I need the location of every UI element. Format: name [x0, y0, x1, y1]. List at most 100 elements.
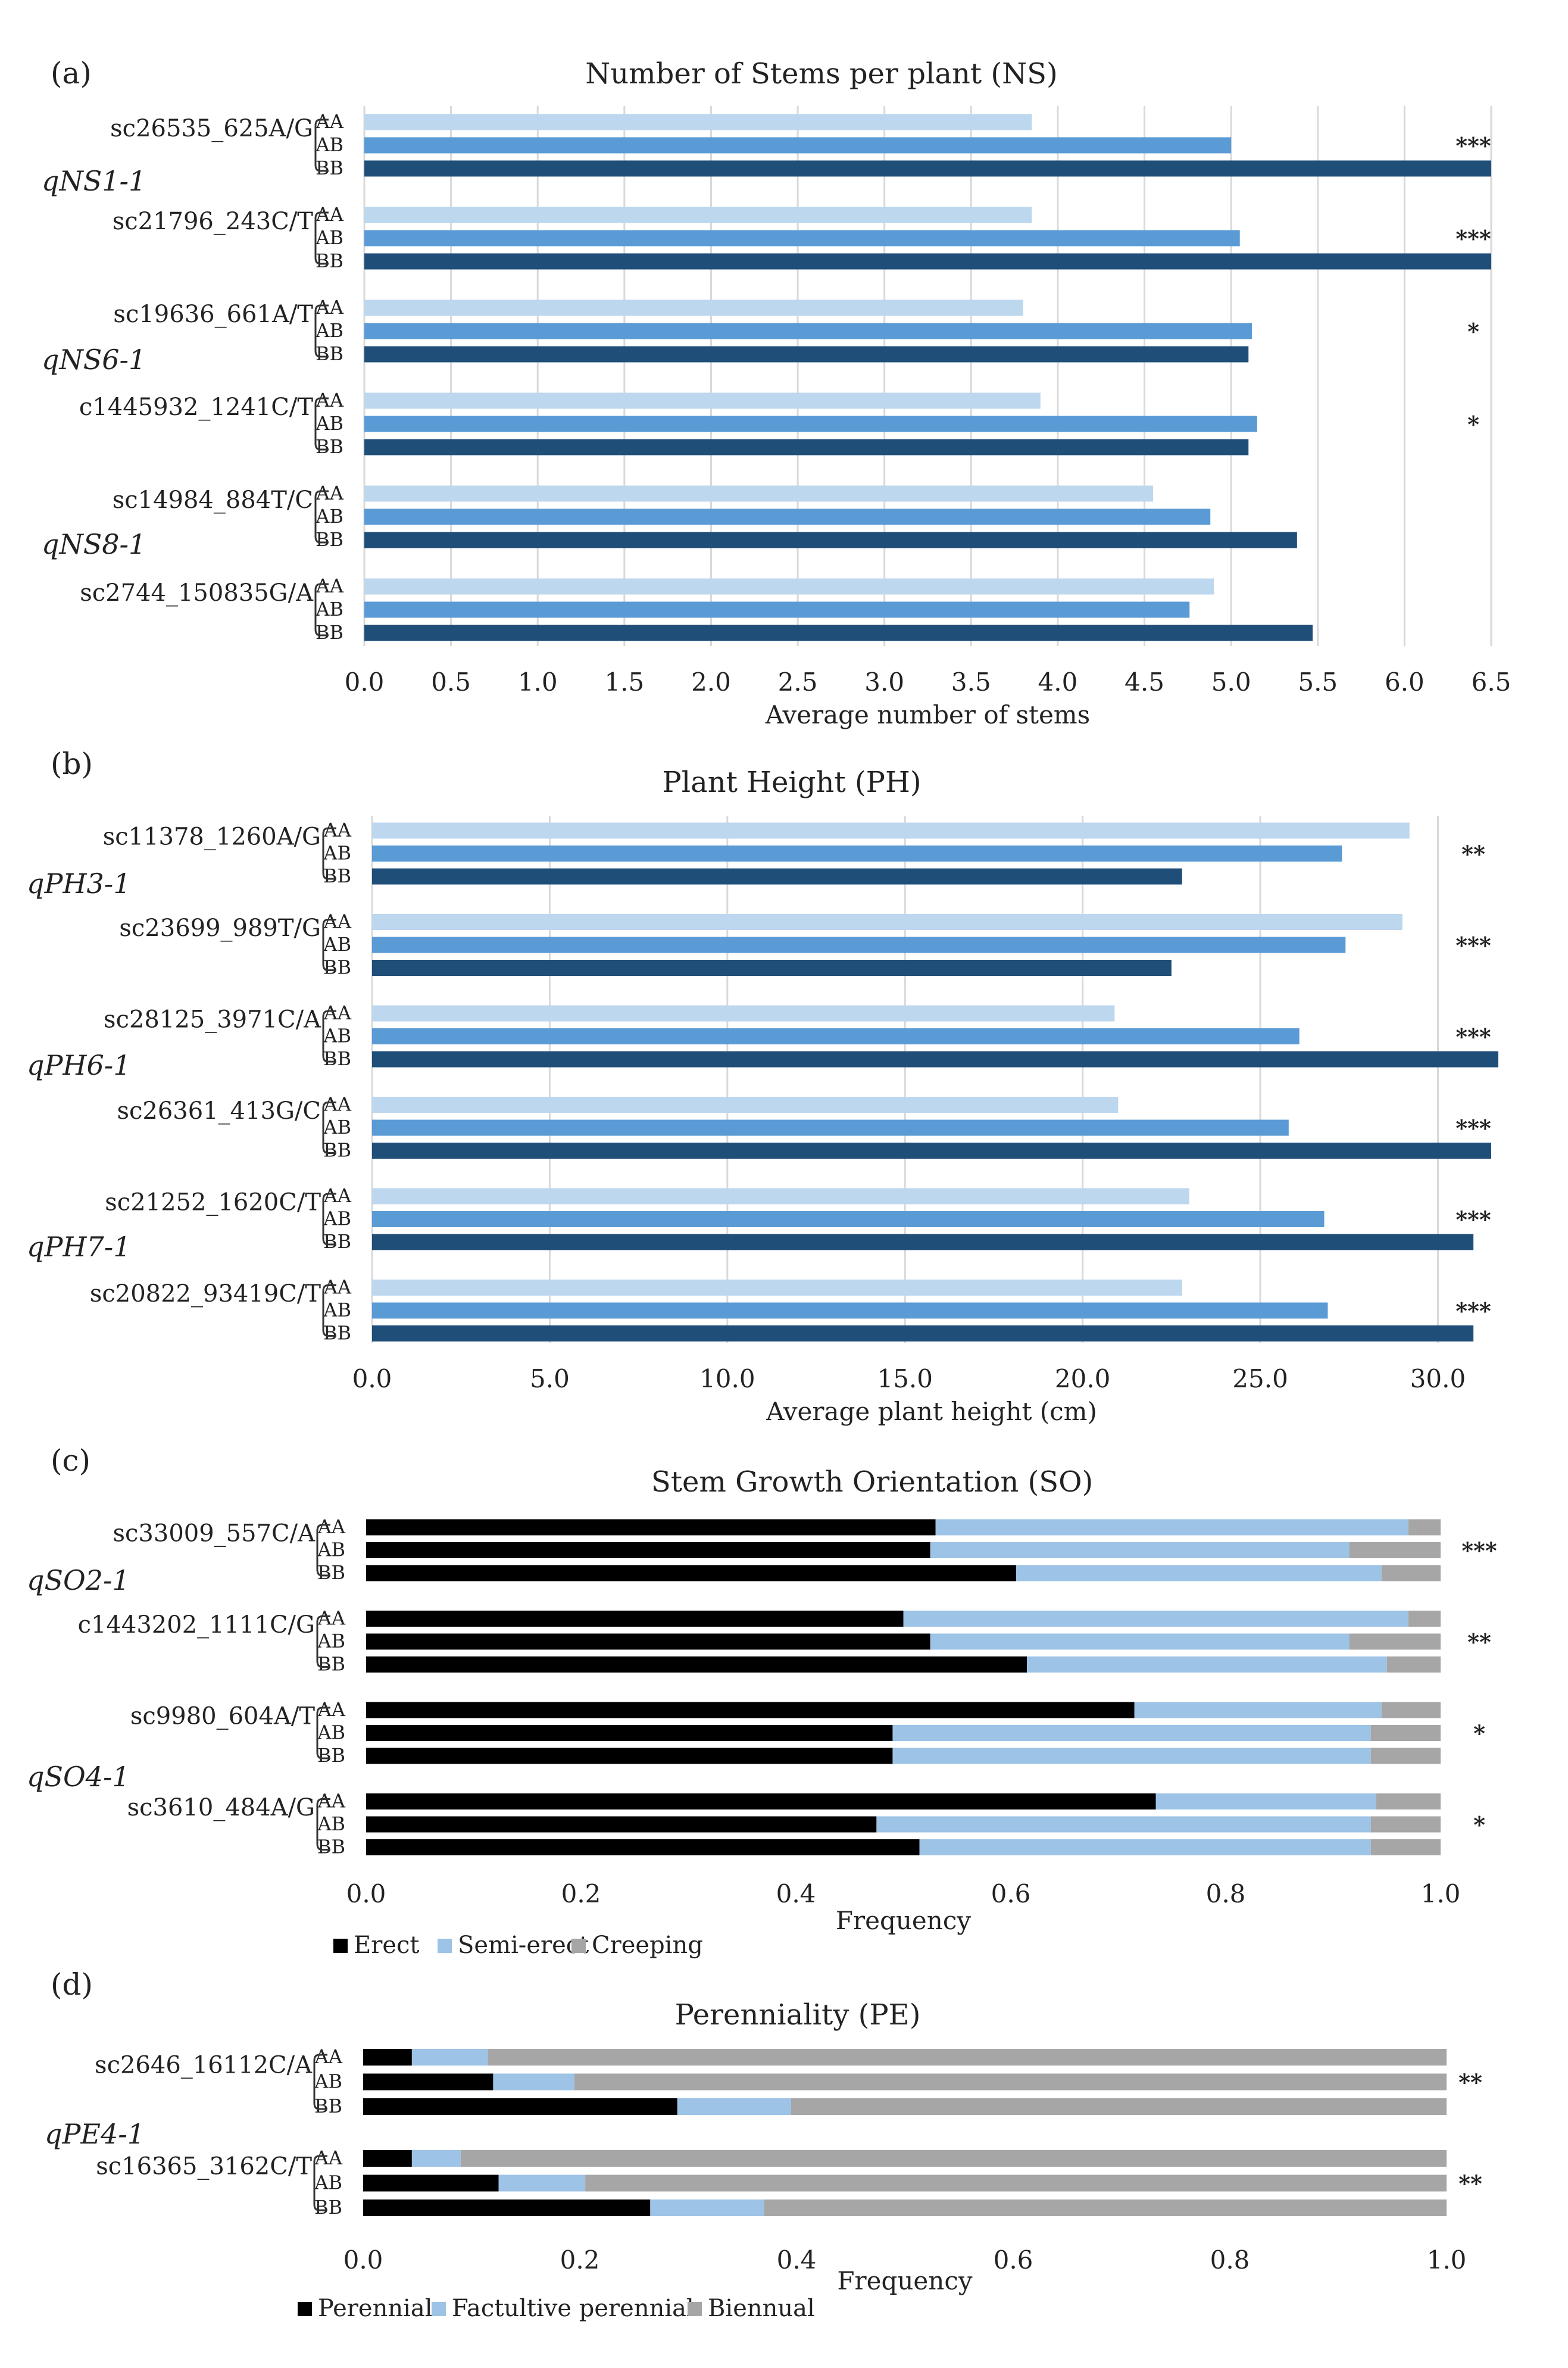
panel-b-label: (b): [51, 747, 93, 781]
panel-b-genotype-label: BB: [323, 1139, 351, 1162]
panel-a-genotype-label: BB: [316, 621, 343, 644]
panel-b-bar-bb: [372, 1325, 1474, 1341]
panel-b-genotype-label: AB: [323, 1025, 351, 1047]
panel-c-bar-segment: [366, 1702, 1135, 1718]
panel-c-bar-segment: [1134, 1702, 1382, 1718]
panel-d-bar-segment: [411, 2049, 488, 2066]
panel-b-xtick-label: 10.0: [699, 1364, 755, 1393]
panel-c-legend-label: Semi-erect: [458, 1932, 589, 1959]
panel-b-genotype-label: AB: [323, 1208, 351, 1230]
panel-b-xtick-label: 15.0: [877, 1364, 933, 1393]
panel-a-genotype-label: AB: [315, 598, 343, 620]
panel-d-legend-label: Perennial: [318, 2295, 433, 2322]
panel-c-significance: *: [1473, 1720, 1485, 1747]
panel-d-bar-segment: [363, 2073, 493, 2091]
panel-d-legend-swatch: [688, 2302, 702, 2316]
panel-a-marker-label: c1445932_1241C/T: [79, 394, 313, 421]
panel-a-bar-bb: [364, 439, 1249, 455]
panel-c-qtl-label: qSO2-1: [27, 1564, 130, 1596]
panel-a-bar-ab: [364, 137, 1232, 154]
panel-b-bar-aa: [372, 1005, 1115, 1022]
panel-a-title: Number of Stems per plant (NS): [585, 57, 1058, 91]
panel-b-bracket: [322, 827, 336, 880]
panel-a-bar-ab: [364, 230, 1240, 247]
panel-b-bar-bb: [372, 868, 1182, 885]
panel-c-bar-segment: [366, 1542, 930, 1558]
panel-d-legend-label: Biennual: [708, 2295, 815, 2322]
panel-b-significance: ***: [1455, 1024, 1491, 1050]
panel-a-xtick-label: 6.5: [1472, 667, 1511, 697]
panel-c-bar-segment: [366, 1633, 930, 1650]
panel-b-marker-label: sc21252_1620C/T: [105, 1189, 321, 1216]
panel-b-bracket: [322, 919, 336, 971]
panel-a-bar-ab: [364, 323, 1252, 339]
panel-a-bar-ab: [364, 416, 1257, 432]
panel-d-bar-segment: [791, 2098, 1447, 2115]
panel-c-genotype-label: BB: [317, 1836, 345, 1858]
panel-b-genotype-label: AA: [323, 1093, 352, 1116]
panel-d-bar-segment: [363, 2174, 499, 2192]
panel-d-genotype-label: BB: [314, 2095, 342, 2117]
panel-a-qtl-label: qNS8-1: [42, 528, 146, 560]
panel-d-genotype-label: AB: [314, 2070, 342, 2093]
panel-c-xlabel: Frequency: [836, 1906, 971, 1935]
panel-c-genotype-label: AA: [317, 1607, 346, 1630]
panel-b-xtick-label: 25.0: [1232, 1364, 1288, 1393]
panel-a-xtick-label: 5.5: [1298, 667, 1338, 697]
panel-d-title: Perenniality (PE): [675, 1998, 921, 2032]
panel-d-xlabel: Frequency: [837, 2266, 972, 2295]
panel-c-genotype-label: AB: [317, 1630, 345, 1652]
panel-c-title: Stem Growth Orientation (SO): [651, 1465, 1093, 1499]
panel-d-bar-segment: [585, 2174, 1447, 2192]
panel-c-xtick-label: 0.6: [991, 1879, 1031, 1908]
panel-c-bar-segment: [930, 1633, 1350, 1650]
panel-b-genotype-label: BB: [323, 1230, 351, 1253]
panel-c-bar-segment: [1370, 1839, 1441, 1855]
panel-a-genotype-label: BB: [316, 342, 343, 365]
panel-c-bar-segment: [366, 1611, 904, 1627]
panel-b-xtick-label: 0.0: [352, 1364, 392, 1393]
panel-c-bracket: [316, 1524, 330, 1577]
panel-a-marker-label: sc21796_243C/T: [113, 208, 314, 235]
panel-b-genotype-label: AB: [323, 1116, 351, 1138]
panel-c-xtick-label: 0.2: [561, 1879, 601, 1908]
panel-d-label: (d): [51, 1967, 93, 2002]
panel-c-bar-segment: [903, 1611, 1408, 1627]
panel-a-genotype-label: BB: [316, 157, 343, 179]
panel-a-xtick-label: 3.0: [864, 667, 904, 697]
panel-d-bar-segment: [498, 2174, 586, 2192]
panel-b-genotype-label: AA: [323, 1002, 352, 1024]
panel-c-bar-segment: [1408, 1611, 1441, 1627]
panel-b-bar-bb: [372, 1234, 1474, 1250]
panel-c-bar-segment: [1376, 1793, 1441, 1809]
panel-c-bar-segment: [1027, 1656, 1387, 1673]
panel-b-significance: **: [1461, 841, 1485, 868]
panel-c-marker-label: sc33009_557C/A: [113, 1520, 316, 1548]
panel-c-bar-segment: [1386, 1656, 1441, 1673]
panel-d-genotype-label: BB: [314, 2196, 342, 2219]
panel-c-bar-segment: [1381, 1702, 1441, 1718]
panel-a-xtick-label: 3.5: [951, 667, 991, 697]
panel-d-legend-swatch: [298, 2302, 312, 2316]
panel-c-significance: ***: [1461, 1537, 1497, 1564]
panel-a-bar-aa: [364, 114, 1032, 130]
panel-c-legend-swatch: [333, 1939, 348, 1953]
panel-c-legend-label: Erect: [354, 1932, 419, 1959]
panel-a-genotype-label: AA: [316, 203, 344, 226]
panel-c-bar-segment: [892, 1725, 1371, 1741]
panel-d-xtick-label: 0.8: [1210, 2245, 1250, 2275]
panel-c-bar-segment: [366, 1748, 893, 1764]
panel-a-bar-bb: [364, 160, 1491, 177]
panel-a-genotype-label: AA: [316, 389, 344, 411]
panel-c-bar-segment: [876, 1816, 1371, 1833]
panel-d-bar-segment: [460, 2150, 1447, 2167]
panel-b-genotype-label: AB: [323, 933, 351, 956]
panel-d-xtick-label: 0.2: [560, 2245, 600, 2275]
panel-c-bar-segment: [366, 1816, 877, 1833]
panel-a-bar-aa: [364, 578, 1214, 595]
panel-c-bracket: [316, 1798, 330, 1851]
panel-a-marker-label: sc14984_884T/C: [113, 486, 313, 514]
panel-d-genotype-label: AB: [314, 2172, 342, 2194]
panel-d-xtick-label: 1.0: [1427, 2245, 1467, 2275]
